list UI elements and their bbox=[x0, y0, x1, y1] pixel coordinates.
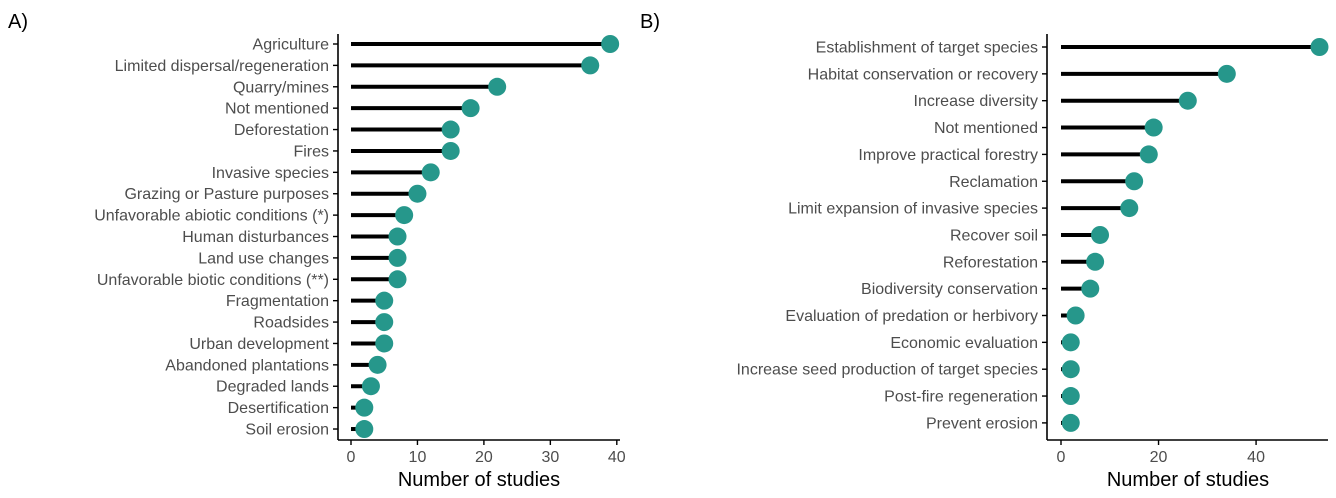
lollipop-point-reclamation bbox=[1125, 172, 1144, 191]
lollipop-point-urban-development bbox=[375, 334, 394, 353]
lollipop-point-human-disturbances bbox=[388, 227, 407, 246]
lollipop-point-recover-soil bbox=[1091, 225, 1110, 244]
category-label-land-use-changes: Land use changes bbox=[198, 250, 329, 267]
lollipop-point-roadsides bbox=[375, 313, 394, 332]
category-label-increase-seed-production-of-target-species: Increase seed production of target speci… bbox=[736, 362, 1038, 379]
lollipop-point-unfavorable-biotic-conditions bbox=[388, 270, 407, 289]
category-label-desertification: Desertification bbox=[228, 400, 329, 417]
lollipop-point-invasive-species bbox=[421, 163, 440, 182]
lollipop-point-unfavorable-abiotic-conditions bbox=[395, 206, 414, 225]
lollipop-point-not-mentioned bbox=[1144, 118, 1163, 137]
lollipop-point-biodiversity-conservation bbox=[1081, 279, 1100, 298]
category-label-establishment-of-target-species: Establishment of target species bbox=[816, 40, 1038, 57]
category-label-abandoned-plantations: Abandoned plantations bbox=[165, 357, 329, 374]
category-label-degraded-lands: Degraded lands bbox=[216, 379, 329, 396]
x-tick-label: 40 bbox=[608, 449, 626, 466]
panel-b: B) Establishment of target species Habita… bbox=[640, 11, 1329, 491]
x-tick-label: 40 bbox=[1247, 449, 1265, 466]
lollipop-point-desertification bbox=[355, 398, 374, 417]
lollipop-point-soil-erosion bbox=[355, 420, 374, 439]
category-label-human-disturbances: Human disturbances bbox=[182, 229, 329, 246]
category-label-habitat-conservation-or-recovery: Habitat conservation or recovery bbox=[808, 66, 1038, 83]
category-label-roadsides: Roadsides bbox=[253, 315, 329, 332]
panel-b-x-ticks: 0 20 40 bbox=[1057, 440, 1265, 466]
panel-a-category-labels: Agriculture Limited dispersal/regeneratio… bbox=[94, 37, 338, 439]
category-label-limit-expansion-of-invasive-species: Limit expansion of invasive species bbox=[788, 201, 1038, 218]
lollipop-point-abandoned-plantations bbox=[368, 355, 387, 374]
lollipop-point-fragmentation bbox=[375, 291, 394, 310]
category-label-reforestation: Reforestation bbox=[943, 254, 1038, 271]
lollipop-point-reforestation bbox=[1086, 252, 1105, 271]
category-label-fragmentation: Fragmentation bbox=[226, 293, 329, 310]
category-label-evaluation-of-predation-or-herbivory: Evaluation of predation or herbivory bbox=[785, 308, 1038, 325]
lollipop-point-quarry-mines bbox=[488, 77, 507, 96]
panel-b-category-labels: Establishment of target species Habitat c… bbox=[736, 40, 1047, 432]
category-label-deforestation: Deforestation bbox=[234, 122, 329, 139]
panel-a-x-axis-title: Number of studies bbox=[398, 469, 560, 491]
category-label-quarry-mines: Quarry/mines bbox=[233, 79, 329, 96]
panel-b-marks bbox=[1061, 38, 1329, 432]
lollipop-point-deforestation bbox=[441, 120, 460, 139]
lollipop-point-prevent-erosion bbox=[1061, 413, 1080, 432]
lollipop-point-limit-expansion-of-invasive-species bbox=[1120, 199, 1139, 218]
lollipop-point-economic-evaluation bbox=[1061, 333, 1080, 352]
x-tick-label: 30 bbox=[541, 449, 559, 466]
x-tick-label: 20 bbox=[1150, 449, 1168, 466]
lollipop-point-increase-diversity bbox=[1178, 91, 1197, 110]
category-label-unfavorable-biotic-conditions: Unfavorable biotic conditions (**) bbox=[97, 272, 329, 289]
category-label-biodiversity-conservation: Biodiversity conservation bbox=[861, 281, 1038, 298]
lollipop-point-degraded-lands bbox=[361, 377, 380, 396]
category-label-limited-dispersal-regeneration: Limited dispersal/regeneration bbox=[115, 58, 329, 75]
lollipop-point-land-use-changes bbox=[388, 248, 407, 267]
panel-a-label: A) bbox=[8, 11, 28, 33]
category-label-soil-erosion: Soil erosion bbox=[245, 422, 329, 439]
panel-a-marks bbox=[351, 35, 620, 439]
category-label-not-mentioned: Not mentioned bbox=[934, 120, 1038, 137]
category-label-agriculture: Agriculture bbox=[253, 37, 330, 54]
panel-b-label: B) bbox=[640, 11, 660, 33]
lollipop-point-post-fire-regeneration bbox=[1061, 387, 1080, 406]
category-label-recover-soil: Recover soil bbox=[950, 227, 1038, 244]
lollipop-point-habitat-conservation-or-recovery bbox=[1217, 64, 1236, 83]
lollipop-point-limited-dispersal-regeneration bbox=[581, 56, 600, 75]
category-label-unfavorable-abiotic-conditions: Unfavorable abiotic conditions (*) bbox=[94, 208, 329, 225]
lollipop-point-grazing-or-pasture-purposes bbox=[408, 184, 427, 203]
category-label-fires: Fires bbox=[293, 143, 329, 160]
panel-a-x-ticks: 0 10 20 30 40 bbox=[347, 440, 626, 466]
category-label-not-mentioned: Not mentioned bbox=[225, 101, 329, 118]
lollipop-point-evaluation-of-predation-or-herbivory bbox=[1066, 306, 1085, 325]
lollipop-point-establishment-of-target-species bbox=[1310, 38, 1329, 56]
lollipop-point-increase-seed-production-of-target-species bbox=[1061, 360, 1080, 379]
category-label-prevent-erosion: Prevent erosion bbox=[926, 415, 1038, 432]
category-label-reclamation: Reclamation bbox=[949, 174, 1038, 191]
category-label-economic-evaluation: Economic evaluation bbox=[890, 335, 1038, 352]
lollipop-point-improve-practical-forestry bbox=[1139, 145, 1158, 164]
category-label-urban-development: Urban development bbox=[189, 336, 329, 353]
x-tick-label: 10 bbox=[409, 449, 427, 466]
category-label-increase-diversity: Increase diversity bbox=[914, 93, 1039, 110]
panel-a: A) Agriculture Limited dispersal/regenera… bbox=[8, 11, 626, 491]
x-tick-label: 20 bbox=[475, 449, 493, 466]
x-tick-label: 0 bbox=[347, 449, 356, 466]
category-label-grazing-or-pasture-purposes: Grazing or Pasture purposes bbox=[124, 186, 329, 203]
category-label-invasive-species: Invasive species bbox=[212, 165, 329, 182]
x-tick-label: 0 bbox=[1057, 449, 1066, 466]
lollipop-point-agriculture bbox=[601, 35, 620, 53]
lollipop-point-not-mentioned bbox=[461, 99, 480, 118]
lollipop-point-fires bbox=[441, 141, 460, 160]
category-label-improve-practical-forestry: Improve practical forestry bbox=[858, 147, 1038, 164]
category-label-post-fire-regeneration: Post-fire regeneration bbox=[884, 389, 1038, 406]
panel-b-x-axis-title: Number of studies bbox=[1107, 469, 1269, 491]
